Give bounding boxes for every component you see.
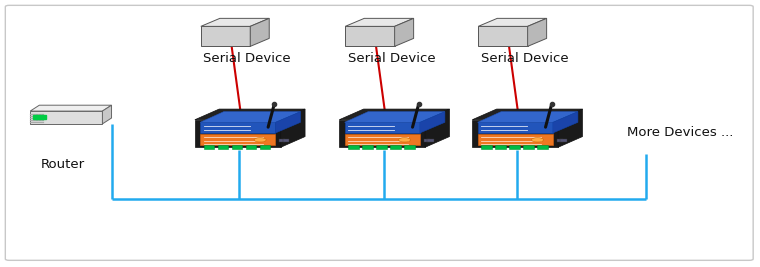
Bar	[404, 145, 415, 150]
Polygon shape	[394, 18, 413, 46]
Text: Router: Router	[40, 158, 84, 171]
Polygon shape	[344, 122, 420, 133]
Bar	[376, 145, 387, 150]
Polygon shape	[195, 109, 305, 120]
Polygon shape	[201, 26, 250, 46]
Text: Serial Device: Serial Device	[480, 52, 568, 65]
Polygon shape	[250, 18, 269, 46]
Polygon shape	[275, 112, 300, 133]
Polygon shape	[344, 134, 420, 145]
Bar	[556, 139, 562, 142]
Bar	[279, 139, 285, 142]
Bar	[481, 145, 492, 150]
Bar	[283, 139, 289, 142]
Bar	[509, 145, 520, 150]
Bar	[423, 139, 429, 142]
Polygon shape	[103, 105, 112, 124]
Bar	[232, 145, 242, 150]
Bar	[348, 145, 359, 150]
Polygon shape	[553, 112, 578, 133]
Polygon shape	[201, 18, 269, 26]
Polygon shape	[425, 109, 449, 147]
Bar	[218, 145, 228, 150]
Polygon shape	[200, 122, 275, 133]
Text: More Devices ...: More Devices ...	[627, 126, 733, 139]
Circle shape	[254, 138, 266, 142]
Bar	[204, 145, 214, 150]
Bar	[260, 145, 271, 150]
Polygon shape	[195, 120, 280, 147]
Polygon shape	[345, 18, 413, 26]
Bar	[524, 145, 534, 150]
Polygon shape	[280, 109, 305, 147]
Polygon shape	[472, 109, 582, 120]
Polygon shape	[558, 109, 582, 147]
Text: Serial Device: Serial Device	[203, 52, 291, 65]
Bar	[363, 145, 372, 150]
Polygon shape	[30, 111, 103, 124]
Bar	[246, 145, 256, 150]
Polygon shape	[478, 26, 527, 46]
Polygon shape	[345, 26, 394, 46]
Polygon shape	[339, 120, 425, 147]
Polygon shape	[478, 18, 546, 26]
Polygon shape	[200, 134, 275, 145]
Bar	[537, 145, 548, 150]
Polygon shape	[30, 105, 112, 111]
Text: Serial Device: Serial Device	[347, 52, 435, 65]
Circle shape	[398, 138, 410, 142]
Polygon shape	[344, 112, 445, 122]
Polygon shape	[477, 122, 553, 133]
Polygon shape	[420, 112, 445, 133]
Bar	[391, 145, 401, 150]
Bar	[496, 145, 505, 150]
Polygon shape	[477, 112, 578, 122]
Polygon shape	[477, 134, 553, 145]
Polygon shape	[472, 120, 558, 147]
Polygon shape	[200, 112, 300, 122]
Bar	[560, 139, 566, 142]
Bar	[427, 139, 433, 142]
Polygon shape	[339, 109, 449, 120]
Circle shape	[531, 138, 543, 142]
FancyBboxPatch shape	[5, 5, 753, 260]
Polygon shape	[527, 18, 546, 46]
